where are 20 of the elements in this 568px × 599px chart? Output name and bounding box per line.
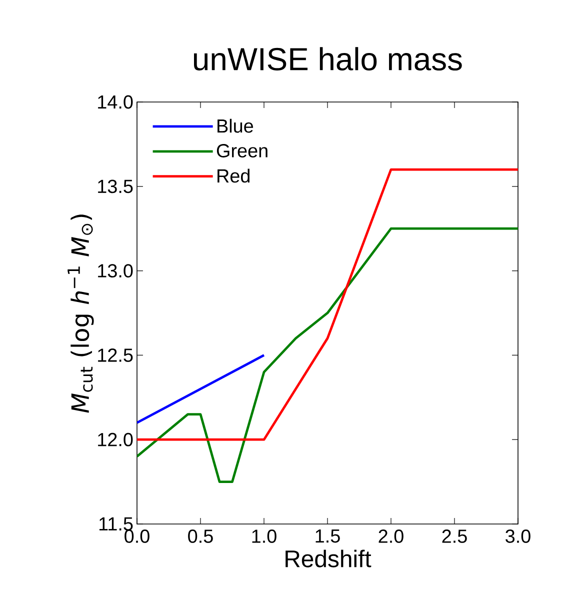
x-axis-title: Redshift xyxy=(286,550,372,568)
legend-label: Green xyxy=(216,144,268,158)
line-series xyxy=(137,227,518,483)
legend-label: Blue xyxy=(218,118,254,133)
legend-label: Red xyxy=(218,168,250,183)
x-tick-label: 1.0 xyxy=(252,530,276,543)
y-tick-label: 12.5 xyxy=(98,348,133,362)
x-tick-label: 0.0 xyxy=(124,530,150,543)
y-tick-label: 13.5 xyxy=(98,180,133,194)
y-tick-label: 12.0 xyxy=(98,432,133,446)
y-axis-title: M$_{cut}$ (log h$^{−1}$ M$_{⊙}$) xyxy=(68,214,94,413)
x-tick-label: 0.5 xyxy=(188,530,213,543)
x-tick-label: 2.0 xyxy=(378,530,404,543)
chart-title: unWISE halo mass xyxy=(194,47,462,70)
x-tick-label: 1.5 xyxy=(316,530,340,543)
y-tick-label: 13.0 xyxy=(98,264,133,278)
y-tick-label: 14.0 xyxy=(98,95,133,109)
y-tick-label: 11.5 xyxy=(99,517,133,531)
x-tick-label: 2.5 xyxy=(442,530,467,543)
x-tick-label: 3.0 xyxy=(506,530,530,543)
